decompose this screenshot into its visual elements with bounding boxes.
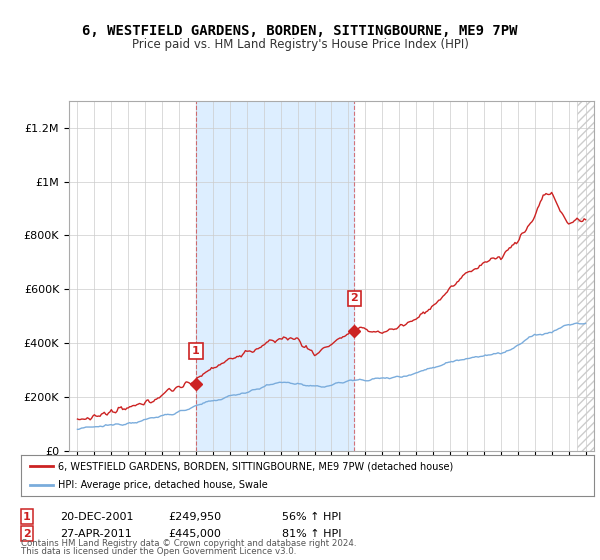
- Bar: [196, 101, 354, 451]
- Bar: [577, 101, 594, 451]
- Text: HPI: Average price, detached house, Swale: HPI: Average price, detached house, Swal…: [58, 480, 268, 489]
- Text: 1: 1: [192, 346, 200, 356]
- Bar: [577, 101, 594, 451]
- Text: Contains HM Land Registry data © Crown copyright and database right 2024.: Contains HM Land Registry data © Crown c…: [21, 539, 356, 548]
- Text: This data is licensed under the Open Government Licence v3.0.: This data is licensed under the Open Gov…: [21, 547, 296, 556]
- Text: 1: 1: [23, 512, 31, 522]
- Text: 6, WESTFIELD GARDENS, BORDEN, SITTINGBOURNE, ME9 7PW: 6, WESTFIELD GARDENS, BORDEN, SITTINGBOU…: [82, 24, 518, 38]
- Text: 27-APR-2011: 27-APR-2011: [60, 529, 132, 539]
- Text: £445,000: £445,000: [168, 529, 221, 539]
- Text: 2: 2: [350, 293, 358, 304]
- Text: 81% ↑ HPI: 81% ↑ HPI: [282, 529, 341, 539]
- Text: Price paid vs. HM Land Registry's House Price Index (HPI): Price paid vs. HM Land Registry's House …: [131, 38, 469, 51]
- Text: 6, WESTFIELD GARDENS, BORDEN, SITTINGBOURNE, ME9 7PW (detached house): 6, WESTFIELD GARDENS, BORDEN, SITTINGBOU…: [58, 461, 454, 471]
- Text: 20-DEC-2001: 20-DEC-2001: [60, 512, 133, 522]
- Text: 56% ↑ HPI: 56% ↑ HPI: [282, 512, 341, 522]
- Text: 2: 2: [23, 529, 31, 539]
- Text: £249,950: £249,950: [168, 512, 221, 522]
